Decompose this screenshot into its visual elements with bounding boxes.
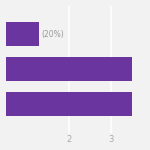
Bar bbox=[0, 22, 39, 46]
Bar bbox=[0, 57, 132, 81]
Bar bbox=[0, 92, 132, 116]
Text: (20%): (20%) bbox=[41, 30, 64, 39]
